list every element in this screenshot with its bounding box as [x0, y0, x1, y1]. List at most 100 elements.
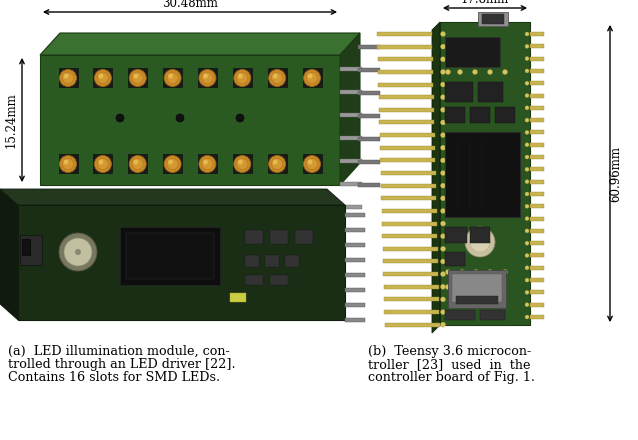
Circle shape — [440, 209, 445, 213]
Circle shape — [203, 159, 208, 165]
Circle shape — [525, 130, 529, 135]
Polygon shape — [378, 70, 433, 74]
Circle shape — [308, 159, 313, 165]
Bar — [452, 274, 502, 302]
Bar — [445, 107, 465, 123]
Bar — [470, 107, 490, 123]
Bar — [448, 270, 506, 308]
Circle shape — [525, 180, 529, 183]
Circle shape — [440, 183, 445, 188]
Bar — [456, 296, 498, 304]
Polygon shape — [379, 108, 434, 112]
Bar — [445, 82, 473, 102]
Text: controller board of Fig. 1.: controller board of Fig. 1. — [368, 371, 535, 384]
Polygon shape — [530, 69, 544, 73]
Bar — [445, 252, 465, 266]
Bar — [345, 213, 365, 217]
Circle shape — [440, 120, 445, 125]
Circle shape — [98, 159, 103, 165]
Text: 15.24mm: 15.24mm — [5, 92, 18, 148]
Bar — [163, 154, 182, 173]
Circle shape — [272, 158, 283, 169]
Polygon shape — [0, 189, 18, 320]
Circle shape — [304, 155, 320, 172]
Polygon shape — [530, 180, 544, 183]
Circle shape — [440, 297, 445, 302]
Polygon shape — [383, 247, 438, 251]
Circle shape — [503, 269, 507, 275]
Polygon shape — [381, 183, 436, 187]
Bar — [345, 228, 365, 232]
Circle shape — [98, 73, 108, 84]
Bar — [340, 182, 362, 186]
Bar — [482, 14, 504, 24]
Circle shape — [75, 249, 81, 255]
Circle shape — [440, 271, 445, 277]
Polygon shape — [378, 83, 433, 87]
Bar — [198, 69, 217, 88]
Circle shape — [525, 143, 529, 147]
Bar — [358, 91, 380, 95]
Bar — [345, 303, 365, 307]
Circle shape — [167, 73, 178, 84]
Bar — [470, 227, 490, 243]
Circle shape — [199, 70, 216, 87]
Text: 17.8mm: 17.8mm — [461, 0, 509, 6]
Circle shape — [237, 73, 248, 84]
Circle shape — [63, 158, 73, 169]
Circle shape — [440, 221, 445, 226]
Circle shape — [59, 155, 77, 172]
Circle shape — [440, 309, 445, 315]
Circle shape — [64, 159, 68, 165]
Circle shape — [269, 155, 286, 172]
Bar — [59, 69, 77, 88]
Circle shape — [440, 132, 445, 138]
Circle shape — [525, 81, 529, 85]
Polygon shape — [440, 22, 530, 325]
Bar — [245, 230, 263, 244]
Polygon shape — [432, 22, 440, 333]
Bar — [358, 183, 380, 187]
Polygon shape — [530, 290, 544, 294]
Polygon shape — [380, 158, 435, 162]
Polygon shape — [530, 192, 544, 196]
Bar — [245, 275, 263, 285]
Bar — [302, 154, 322, 173]
Polygon shape — [530, 143, 544, 147]
Bar — [128, 69, 147, 88]
Polygon shape — [530, 44, 544, 48]
Bar — [358, 137, 380, 141]
Circle shape — [238, 159, 243, 165]
Polygon shape — [530, 303, 544, 307]
Polygon shape — [382, 209, 436, 213]
Circle shape — [473, 70, 477, 74]
Circle shape — [459, 269, 464, 275]
Circle shape — [64, 238, 92, 266]
Polygon shape — [384, 297, 439, 301]
Circle shape — [167, 158, 178, 169]
Bar — [128, 154, 147, 173]
Circle shape — [487, 70, 493, 74]
Circle shape — [525, 278, 529, 282]
Circle shape — [306, 73, 318, 84]
Bar — [445, 37, 500, 67]
Bar — [265, 255, 279, 267]
Bar — [93, 154, 112, 173]
Circle shape — [525, 32, 529, 36]
Polygon shape — [0, 189, 345, 205]
Bar — [120, 227, 220, 285]
Circle shape — [445, 70, 450, 74]
Polygon shape — [530, 106, 544, 110]
Circle shape — [440, 158, 445, 163]
Circle shape — [234, 70, 251, 87]
Circle shape — [525, 229, 529, 233]
Bar — [233, 154, 252, 173]
Bar — [345, 273, 365, 277]
Circle shape — [503, 70, 507, 74]
Circle shape — [202, 73, 213, 84]
Circle shape — [306, 158, 318, 169]
Circle shape — [272, 73, 278, 78]
Bar — [340, 90, 362, 94]
Circle shape — [440, 196, 445, 201]
Circle shape — [525, 106, 529, 110]
